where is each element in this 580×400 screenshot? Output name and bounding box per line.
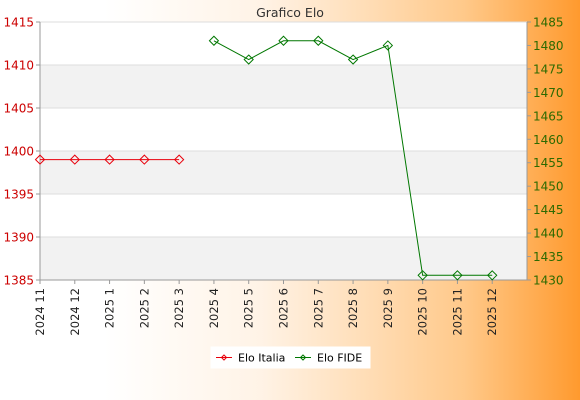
x-tick-label: 2025 9	[381, 288, 395, 328]
legend-swatch-marker	[220, 354, 228, 361]
series-elo-fide	[208, 35, 498, 281]
series-layer	[34, 35, 498, 281]
data-point[interactable]	[208, 35, 220, 46]
data-point[interactable]	[417, 270, 428, 281]
x-tick-label: 2025 3	[172, 288, 186, 328]
data-point[interactable]	[34, 154, 46, 165]
x-tick-label: 2025 12	[485, 288, 499, 336]
chart-title: Grafico Elo	[256, 5, 324, 20]
right-tick-label: 1430	[533, 274, 564, 288]
x-tick-label: 2025 6	[277, 288, 291, 328]
right-tick-label: 1455	[533, 156, 564, 170]
data-point[interactable]	[487, 270, 498, 281]
left-axis-ticks: 1385 1390 1395 1400 1405 1410 1415	[3, 16, 40, 288]
legend-item[interactable]: Elo Italia	[216, 352, 285, 365]
series-elo-italia	[34, 154, 185, 165]
x-tick-label: 2025 4	[207, 288, 221, 328]
data-point[interactable]	[382, 40, 394, 51]
right-tick-label: 1465	[533, 109, 564, 123]
right-axis-ticks: 1430 1435 1440 1445 1450 1455 1460 1465 1470 1475…	[527, 16, 564, 288]
right-tick-label: 1460	[533, 133, 564, 147]
plot-band	[40, 151, 527, 194]
plot-band	[40, 237, 527, 280]
series-line	[213, 40, 493, 276]
left-tick-label: 1395	[3, 188, 34, 202]
left-tick-label: 1410	[3, 59, 34, 73]
x-tick-label: 2025 1	[103, 288, 117, 328]
plot-band	[40, 194, 527, 237]
legend-item[interactable]: Elo FIDE	[295, 352, 362, 365]
x-tick-label: 2025 7	[311, 288, 325, 328]
x-tick-label: 2025 10	[416, 288, 430, 336]
left-tick-label: 1405	[3, 102, 34, 116]
data-point[interactable]	[278, 35, 289, 46]
data-point[interactable]	[313, 35, 324, 46]
data-point[interactable]	[104, 154, 115, 165]
plot-bands	[40, 22, 527, 280]
right-tick-label: 1440	[533, 227, 564, 241]
x-tick-label: 2025 8	[346, 288, 360, 328]
x-axis-ticks: 2024 11 2024 12 2025 1 2025 2 2025 3 2025 4 20…	[33, 280, 499, 336]
legend-label: Elo Italia	[238, 352, 285, 365]
right-tick-label: 1435	[533, 250, 564, 264]
left-tick-label: 1385	[3, 274, 34, 288]
right-tick-label: 1470	[533, 86, 564, 100]
right-tick-label: 1450	[533, 180, 564, 194]
right-tick-label: 1480	[533, 39, 564, 53]
plot-band	[40, 65, 527, 108]
left-tick-label: 1400	[3, 145, 34, 159]
x-tick-label: 2025 11	[450, 288, 464, 336]
x-tick-label: 2024 12	[68, 288, 82, 336]
data-point[interactable]	[173, 154, 185, 165]
legend-swatch-marker	[299, 354, 307, 361]
right-tick-label: 1475	[533, 62, 564, 76]
x-tick-label: 2024 11	[33, 288, 47, 336]
x-tick-label: 2025 5	[242, 288, 256, 328]
plot-band	[40, 22, 527, 65]
data-point[interactable]	[452, 270, 463, 281]
data-point[interactable]	[243, 54, 254, 65]
right-tick-label: 1485	[533, 16, 564, 30]
left-tick-label: 1415	[3, 16, 34, 30]
legend: Elo Italia Elo FIDE	[210, 346, 371, 369]
plot-band	[40, 108, 527, 151]
left-tick-label: 1390	[3, 231, 34, 245]
x-tick-label: 2025 2	[137, 288, 151, 328]
data-point[interactable]	[139, 154, 150, 165]
data-point[interactable]	[347, 54, 359, 65]
legend-box	[210, 346, 371, 369]
data-point[interactable]	[69, 154, 80, 165]
right-tick-label: 1445	[533, 203, 564, 217]
legend-label: Elo FIDE	[317, 352, 362, 365]
